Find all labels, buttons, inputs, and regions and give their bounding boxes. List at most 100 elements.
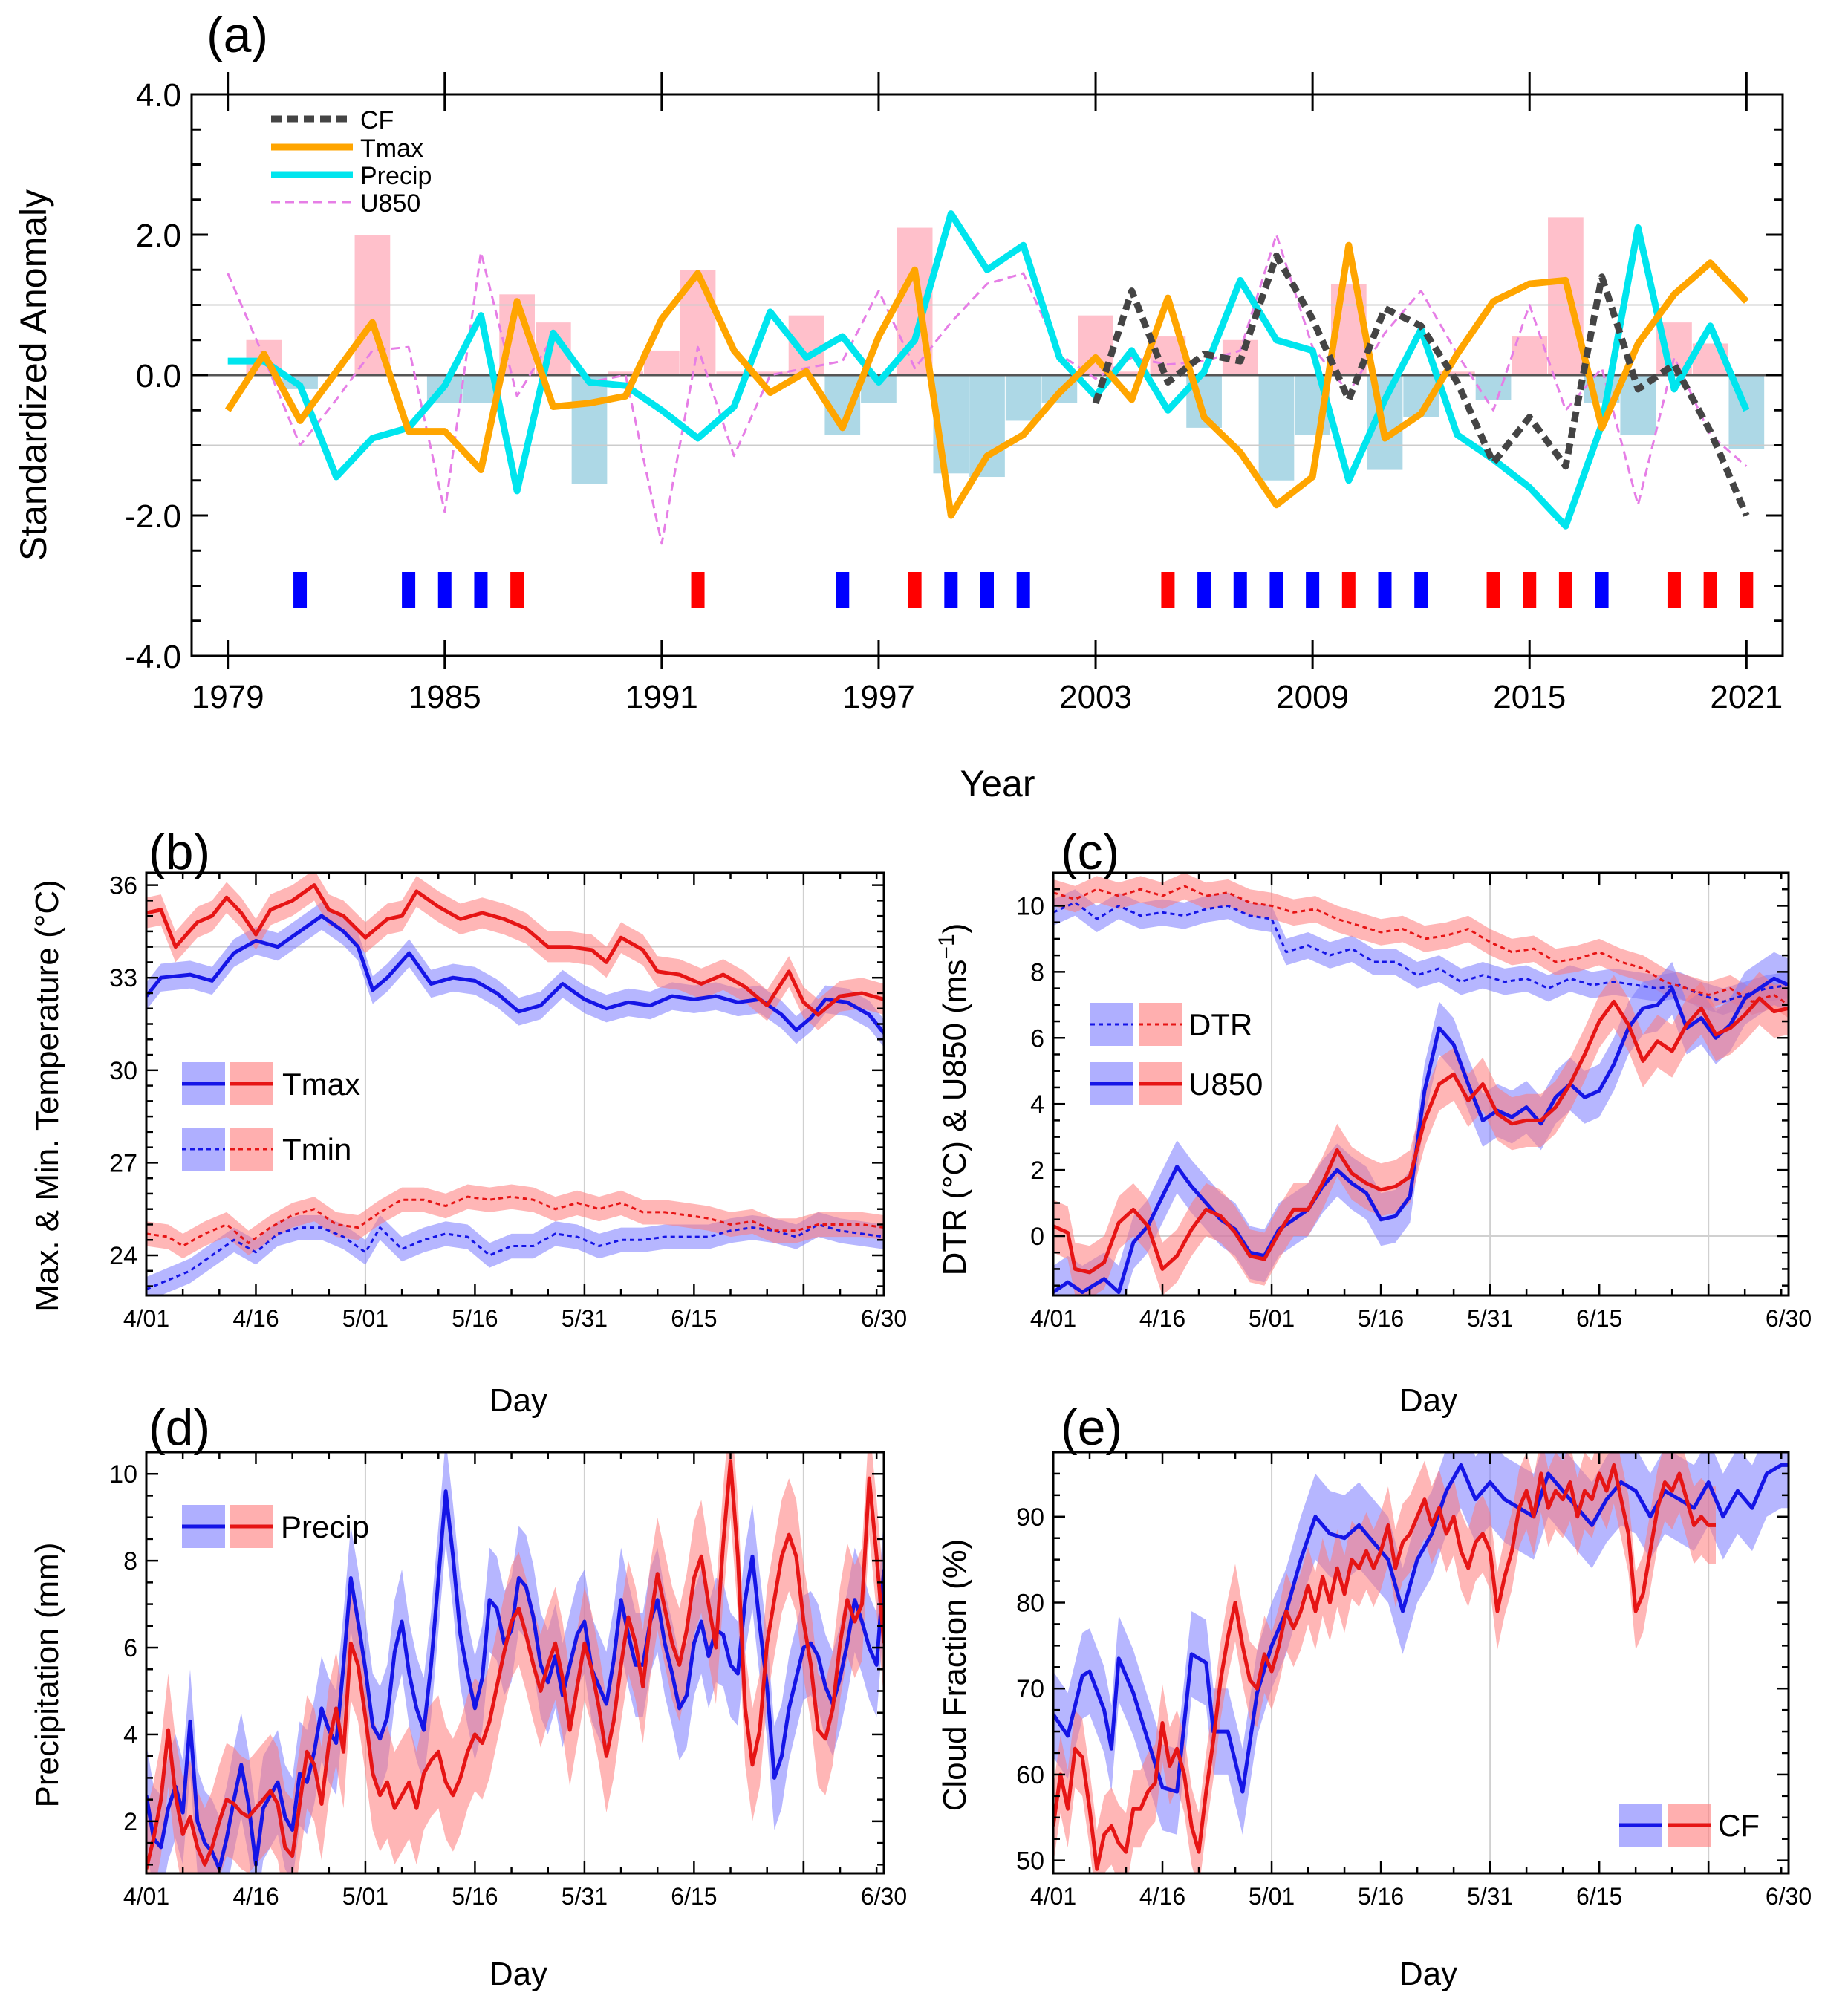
x-tick-label: 4/01: [123, 1305, 169, 1332]
legend-dtr-text: DTR: [1188, 1007, 1252, 1042]
x-tick-label: 4/01: [1030, 1305, 1076, 1332]
plot-frame: [145, 1451, 885, 1875]
anomaly-bar: [1005, 375, 1041, 421]
y-tick-label: 4: [123, 1721, 137, 1749]
x-tick-label: 4/01: [123, 1883, 169, 1910]
panel-a-axes: 4.0 2.0 0.0 -2.0 -4.0 1979 1985 1991 1997 2003 200…: [125, 72, 1784, 715]
y-tick-label: 33: [109, 964, 137, 992]
year-marker-red: [1341, 572, 1356, 608]
x-tick-label: 6/15: [671, 1305, 717, 1332]
y-tick-label: 2: [1030, 1157, 1044, 1185]
panel-b-ylabel: Max. & Min. Temperature (°C): [29, 879, 65, 1312]
year-marker-blue: [293, 572, 308, 608]
legend-precip-label: Precip: [360, 162, 432, 190]
anomaly-bar: [1548, 217, 1584, 375]
anomaly-bar: [608, 371, 644, 375]
panel-d-ylabel: Precipitation (mm): [29, 1543, 65, 1808]
panel-c-ylabel-end: ): [937, 923, 973, 934]
year-marker-blue: [980, 572, 994, 608]
y-tick-label: -4.0: [125, 639, 181, 675]
panel-e-xlabel: Day: [1399, 1956, 1457, 1992]
line-tmax-red: [146, 883, 884, 1017]
line-cf-blue: [1053, 1463, 1789, 1794]
series-area: [1053, 873, 1789, 1295]
y-tick-label: 8: [123, 1547, 137, 1575]
year-marker-blue: [402, 572, 416, 608]
panel-c-legend: DTR U850: [1090, 1003, 1263, 1105]
panel-c-ylabel-sup: −1: [934, 934, 959, 959]
panel-c-label: (c): [1061, 824, 1119, 880]
y-tick-label: 27: [109, 1149, 137, 1177]
year-marker-blue: [1197, 572, 1211, 608]
line-tmin-red: [146, 1195, 884, 1247]
y-tick-label: 0.0: [136, 358, 181, 394]
year-marker-blue: [1595, 572, 1609, 608]
x-tick-label: 6/15: [671, 1883, 717, 1910]
panel-d: (d) 2 4 6 8 10 4/01 4/16 5/01 5/16 5/31 6/15 6/30 P…: [29, 1399, 907, 1992]
x-tick-label: 5/01: [1249, 1883, 1295, 1910]
band-cf-red: [1053, 1452, 1716, 1873]
x-tick-label: 4/16: [232, 1305, 279, 1332]
x-tick-label: 1979: [192, 679, 264, 715]
x-tick-label: 5/01: [1249, 1305, 1295, 1332]
y-tick-label: 4: [1030, 1090, 1044, 1119]
y-tick-label: 4.0: [136, 77, 181, 114]
x-tick-label: 1997: [842, 679, 915, 715]
panel-c-xlabel: Day: [1399, 1382, 1457, 1419]
y-tick-label: 36: [109, 872, 137, 900]
legend-u850-text: U850: [1188, 1067, 1263, 1102]
line-u850-blue: [1053, 976, 1789, 1295]
panel-d-plot: 2 4 6 8 10 4/01 4/16 5/01 5/16 5/31 6/15 6/30: [109, 1451, 907, 1910]
y-tick-label: 10: [1016, 892, 1044, 920]
y-tick-label: 50: [1016, 1847, 1044, 1876]
y-tick-label: 6: [123, 1634, 137, 1662]
y-tick-label: 2: [123, 1808, 137, 1836]
legend-u850-label: U850: [360, 189, 420, 218]
x-tick-label: 6/15: [1576, 1305, 1622, 1332]
panel-b-xlabel: Day: [489, 1382, 547, 1419]
year-marker-blue: [1414, 572, 1428, 608]
panel-e-ylabel: Cloud Fraction (%): [937, 1539, 973, 1812]
x-tick-label: 5/16: [452, 1305, 498, 1332]
x-tick-label: 6/15: [1576, 1883, 1622, 1910]
band-cf-blue: [1053, 1452, 1789, 1835]
line-tmin-blue: [146, 1223, 884, 1291]
panel-a-ylabel: Standardized Anomaly: [13, 189, 54, 561]
year-marker-red: [1740, 572, 1754, 608]
line-tmax-blue: [146, 914, 884, 1035]
series-area: [1053, 1452, 1789, 1873]
panel-d-legend: Precip: [182, 1505, 369, 1548]
y-tick-label: 8: [1030, 958, 1044, 986]
x-tick-label: 4/16: [1139, 1305, 1185, 1332]
panel-a-xlabel: Year: [960, 763, 1035, 804]
panel-e-label: (e): [1061, 1399, 1122, 1456]
panel-d-xlabel: Day: [489, 1956, 547, 1992]
x-tick-label: 2009: [1276, 679, 1349, 715]
anomaly-bar: [1512, 336, 1548, 375]
anomaly-bar: [1113, 371, 1150, 375]
panel-c-ylabel: DTR (°C) & U850 (ms−1): [934, 923, 974, 1276]
panel-a-legend: CF Tmax Precip U850: [271, 106, 432, 218]
x-tick-label: 2015: [1493, 679, 1566, 715]
x-tick-label: 1991: [625, 679, 698, 715]
y-tick-label: 6: [1030, 1024, 1044, 1053]
panel-c-ylabel-text: DTR (°C) & U850 (ms: [937, 960, 973, 1276]
x-tick-label: 5/16: [452, 1883, 498, 1910]
band-tmin-blue: [146, 1212, 884, 1295]
x-tick-label: 6/30: [861, 1883, 907, 1910]
x-tick-label: 4/16: [1139, 1883, 1185, 1910]
year-marker-red: [1667, 572, 1681, 608]
year-marker-blue: [836, 572, 850, 608]
year-marker-blue: [1269, 572, 1283, 608]
anomaly-bar: [644, 350, 680, 375]
year-marker-blue: [1378, 572, 1392, 608]
y-tick-label: 60: [1016, 1761, 1044, 1789]
y-tick-label: 30: [109, 1057, 137, 1085]
x-tick-label: 6/30: [1766, 1305, 1812, 1332]
anomaly-bar: [1439, 371, 1475, 375]
line-precip-blue: [146, 1489, 884, 1871]
panel-b-plot: 24 27 30 33 36 4/01 4/16 5/01 5/16 5/31 6/15 6/30: [109, 871, 907, 1332]
y-tick-label: 90: [1016, 1503, 1044, 1532]
